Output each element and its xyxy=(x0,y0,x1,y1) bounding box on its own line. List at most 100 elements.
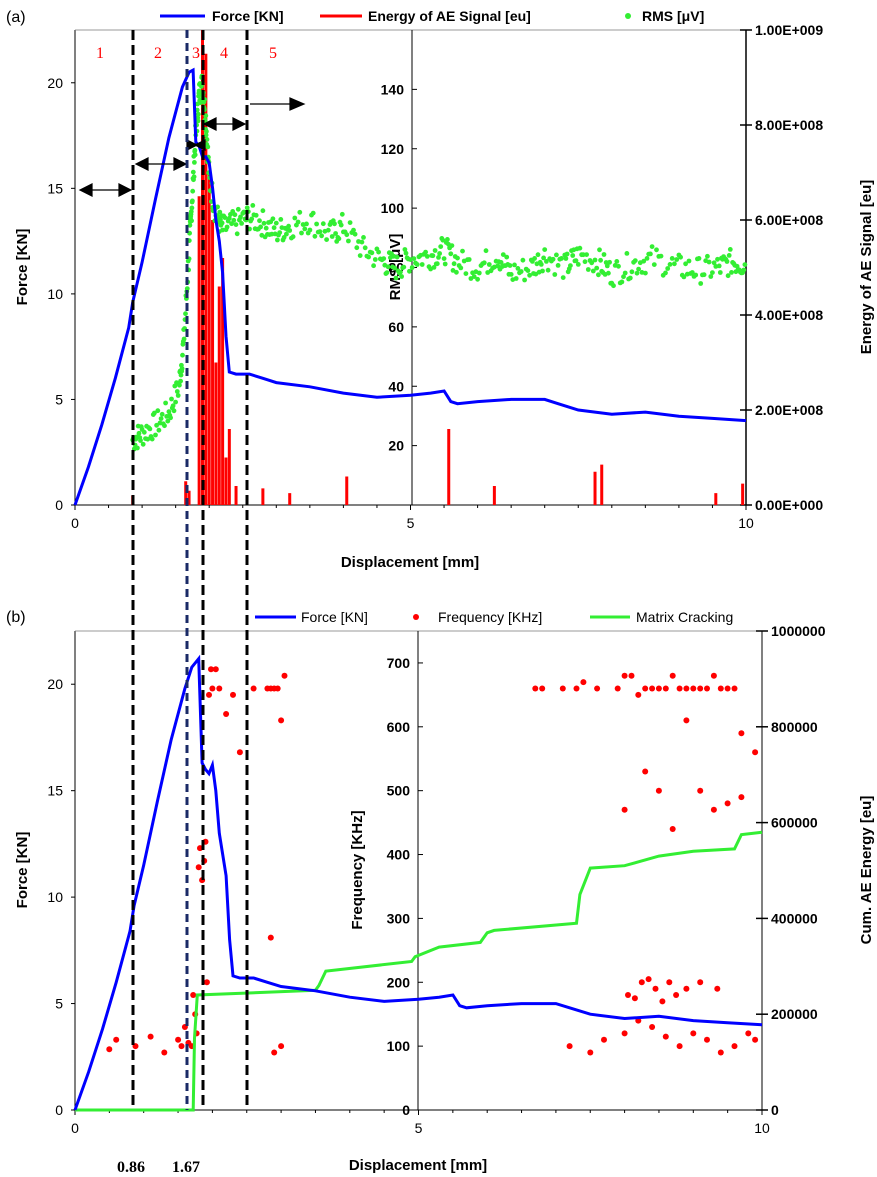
rms-point xyxy=(606,270,611,276)
rms-point xyxy=(385,264,391,270)
legend-a-rms-label: RMS [μV] xyxy=(642,8,704,24)
energy-bar xyxy=(217,286,221,505)
panel-a-ylabel-force: Force [KN] xyxy=(14,229,31,306)
region-2-arrowhead-right xyxy=(173,157,188,171)
rms-point xyxy=(431,265,437,270)
frequency-point xyxy=(669,826,676,832)
panel-b-frequency-ticks: 0 100 200 300 400 500 600 700 xyxy=(387,655,423,1118)
rms-point xyxy=(204,137,210,142)
rms-point xyxy=(627,275,633,281)
frequency-point xyxy=(690,685,697,692)
rms-point xyxy=(582,259,588,265)
rms-point xyxy=(402,247,408,252)
region-label-3: 3 xyxy=(192,45,200,62)
displacement-tick-label: 10 xyxy=(754,1120,770,1136)
rms-point xyxy=(563,256,569,261)
frequency-point xyxy=(106,1046,113,1053)
rms-point xyxy=(192,147,198,153)
rms-point xyxy=(616,263,621,269)
rms-point xyxy=(705,253,710,259)
rms-point xyxy=(689,270,695,275)
rms-point xyxy=(663,270,668,276)
panel-a-energy-series xyxy=(131,30,745,505)
frequency-point xyxy=(271,1049,278,1056)
rms-point xyxy=(156,427,162,433)
rms-point xyxy=(672,261,677,267)
inner-tick-label: 600 xyxy=(387,719,411,735)
energy-bar xyxy=(227,429,231,505)
frequency-point xyxy=(230,691,236,698)
rms-point xyxy=(407,268,412,274)
rms-point xyxy=(644,256,650,261)
rms-point xyxy=(371,263,376,269)
frequency-point xyxy=(724,685,731,692)
energy-bar xyxy=(214,362,218,505)
frequency-point xyxy=(717,685,724,692)
force-tick-label: 5 xyxy=(55,391,63,407)
rms-point xyxy=(458,265,464,271)
rms-point xyxy=(232,212,238,218)
force-tick-label: 20 xyxy=(47,75,63,91)
frequency-point xyxy=(625,992,631,998)
rms-point xyxy=(555,263,561,268)
frequency-point xyxy=(669,672,676,679)
rms-point xyxy=(440,237,446,243)
inner-tick-label: 60 xyxy=(388,319,404,335)
rms-point xyxy=(448,251,454,257)
rms-point xyxy=(532,256,537,261)
rms-point xyxy=(481,260,487,266)
energy-bar xyxy=(714,493,718,505)
rms-point xyxy=(189,218,195,224)
frequency-point xyxy=(216,685,223,692)
rms-point xyxy=(275,237,280,243)
rms-point xyxy=(307,227,313,233)
rms-point xyxy=(538,262,544,267)
rms-point xyxy=(498,260,504,265)
energy-bar xyxy=(204,53,208,505)
rms-point xyxy=(716,263,722,269)
frequency-point xyxy=(645,976,652,983)
rms-point xyxy=(693,272,699,278)
force-tick-label: 10 xyxy=(47,286,63,302)
panel-a-displacement-ticks: 0 5 10 xyxy=(71,505,754,531)
rms-point xyxy=(575,262,581,267)
rms-point xyxy=(542,247,548,253)
panel-b-force-line xyxy=(73,654,763,1111)
rms-point xyxy=(741,267,747,273)
energy-bar xyxy=(593,471,597,505)
frequency-point xyxy=(697,787,704,794)
frequency-point xyxy=(566,1043,573,1050)
frequency-point xyxy=(175,1036,182,1043)
frequency-point xyxy=(621,1030,628,1037)
rms-point xyxy=(162,423,167,429)
rms-point xyxy=(178,378,184,384)
rms-point xyxy=(619,279,625,285)
rms-point xyxy=(261,220,267,226)
region-label-1: 1 xyxy=(96,45,104,62)
rms-point xyxy=(189,205,195,211)
rms-point xyxy=(651,262,657,267)
rms-point xyxy=(304,221,309,227)
region-4-arrowhead-left xyxy=(202,117,217,131)
frequency-point xyxy=(209,685,216,692)
frequency-point xyxy=(676,1043,683,1050)
rms-point xyxy=(393,275,399,281)
rms-point xyxy=(169,396,174,402)
rms-point xyxy=(624,251,630,256)
rms-point xyxy=(357,253,363,258)
rms-point xyxy=(667,262,673,267)
frequency-point xyxy=(642,685,649,692)
rms-point xyxy=(258,224,263,230)
rms-point xyxy=(648,251,653,257)
frequency-point xyxy=(704,1036,710,1043)
energy-bar xyxy=(184,481,188,505)
rms-point xyxy=(187,222,193,228)
rms-point xyxy=(372,257,378,262)
rms-point xyxy=(369,250,375,256)
frequency-point xyxy=(208,666,214,673)
force-tick-label: 0 xyxy=(55,497,63,513)
frequency-point xyxy=(662,685,669,692)
frequency-point xyxy=(683,717,690,724)
rms-point xyxy=(278,217,284,222)
